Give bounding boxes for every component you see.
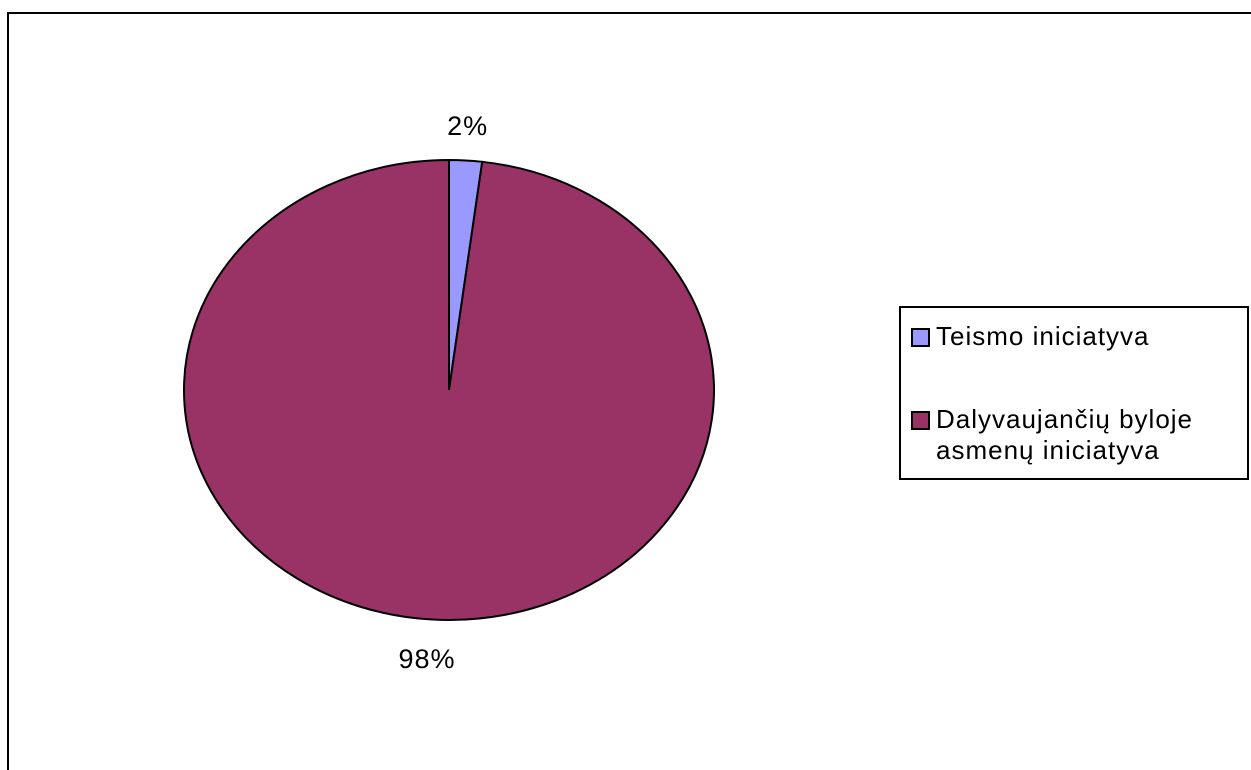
chart-area <box>7 12 1251 770</box>
data-label-dalyvaujanciu: 98% <box>398 644 455 674</box>
legend-label-teismo: Teismo iniciatyva <box>936 321 1150 351</box>
legend-swatch-teismo <box>911 328 930 347</box>
legend-item-teismo: Teismo iniciatyva <box>911 321 1150 352</box>
legend-item-dalyvaujanciu: Dalyvaujančių byloje asmenų iniciatyva <box>911 404 1193 466</box>
legend-swatch-dalyvaujanciu <box>911 411 930 430</box>
legend: Teismo iniciatyva Dalyvaujančių byloje a… <box>899 306 1249 480</box>
pie-slice-dalyvaujanciu <box>183 158 715 621</box>
legend-label-dalyvaujanciu: Dalyvaujančių byloje asmenų iniciatyva <box>936 404 1194 465</box>
data-label-teismo: 2% <box>447 111 488 141</box>
